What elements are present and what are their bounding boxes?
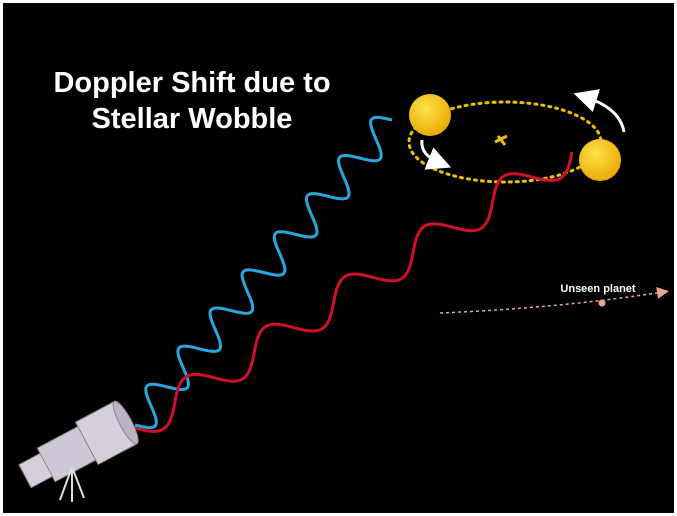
star-right — [579, 139, 621, 181]
page: Doppler Shift due to Stellar Wobble Unse… — [0, 0, 677, 516]
title-line-1: Doppler Shift due to — [53, 67, 330, 99]
planet — [599, 300, 606, 307]
planet-label: Unseen planet — [560, 283, 636, 295]
star-left — [409, 94, 451, 136]
title-line-2: Stellar Wobble — [92, 103, 293, 135]
diagram: Doppler Shift due to Stellar Wobble Unse… — [0, 0, 677, 516]
